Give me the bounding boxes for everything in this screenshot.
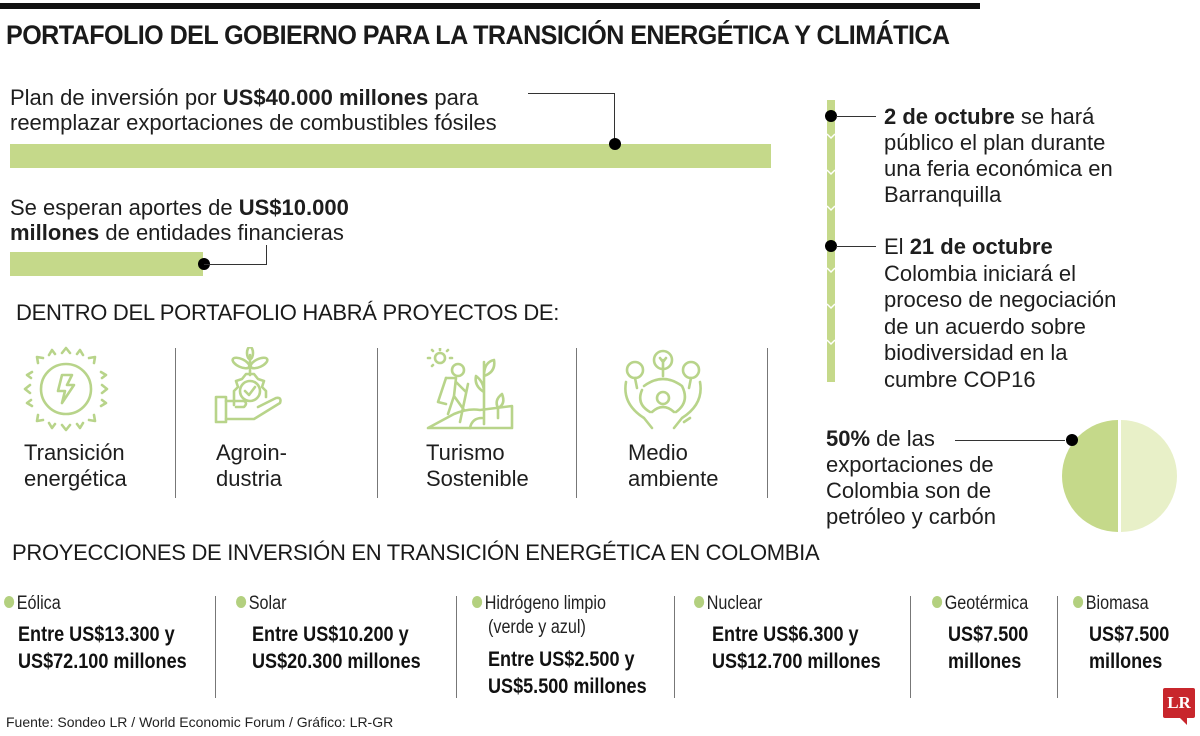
timeline-event-2: El 21 de octubre Colombia iniciará el pr… xyxy=(884,234,1117,392)
divider xyxy=(456,596,457,698)
projections-heading: PROYECCIONES DE INVERSIÓN EN TRANSICIÓN … xyxy=(12,540,820,565)
projects-heading: DENTRO DEL PORTAFOLIO HABRÁ PROYECTOS DE… xyxy=(16,300,560,325)
timeline-dot xyxy=(825,240,837,252)
timeline-dot xyxy=(825,110,837,122)
connector-line xyxy=(204,264,267,265)
project-label-medio-ambiente: Medio ambiente xyxy=(628,440,719,491)
connector-line xyxy=(955,440,1065,441)
hiker-icon xyxy=(426,348,514,430)
projection-biomasa: Biomasa US$7.500 millones xyxy=(1073,592,1182,675)
source-note: Fuente: Sondeo LR / World Economic Forum… xyxy=(6,714,394,730)
projection-hidrogeno: Hidrógeno limpio (verde y azul) Entre US… xyxy=(472,592,672,700)
green-dot-icon xyxy=(1073,596,1084,608)
divider xyxy=(175,348,176,498)
pie-slice-petroleo-carbon xyxy=(1062,420,1118,532)
green-dot-icon xyxy=(236,596,247,608)
connector-line xyxy=(836,246,876,247)
investment-amount: US$40.000 millones xyxy=(222,85,429,110)
hand-plant-gear-icon xyxy=(214,347,282,424)
connector-line xyxy=(266,245,267,265)
marker-dot xyxy=(609,138,621,150)
lr-logo: LR xyxy=(1163,688,1195,725)
timeline-chevrons xyxy=(826,133,836,346)
top-rule xyxy=(0,3,980,9)
connector-line xyxy=(614,93,615,143)
contributions-bar xyxy=(10,252,203,276)
project-label-agroindustria: Agroin- dustria xyxy=(216,440,287,491)
page-title: PORTAFOLIO DEL GOBIERNO PARA LA TRANSICI… xyxy=(6,20,950,50)
connector-line xyxy=(528,93,615,94)
project-label-transicion: Transición energética xyxy=(24,440,127,491)
projection-nuclear: Nuclear Entre US$6.300 y US$12.700 millo… xyxy=(694,592,908,675)
timeline-event-1: 2 de octubre se hará público el plan dur… xyxy=(884,104,1113,207)
divider xyxy=(767,348,768,498)
investment-plan-text: Plan de inversión por US$40.000 millones… xyxy=(10,85,497,135)
divider xyxy=(910,596,911,698)
projection-geotermica: Geotérmica US$7.500 millones xyxy=(932,592,1045,675)
connector-line xyxy=(836,116,876,117)
divider xyxy=(1057,596,1058,698)
green-dot-icon xyxy=(472,596,483,608)
green-dot-icon xyxy=(932,596,943,608)
hands-earth-trees-icon xyxy=(624,349,702,430)
divider xyxy=(674,596,675,698)
divider xyxy=(215,596,216,698)
divider xyxy=(377,348,378,498)
pie-slice-otros xyxy=(1121,420,1177,532)
sun-energy-icon xyxy=(23,346,109,432)
green-dot-icon xyxy=(4,596,15,608)
exports-pie-chart xyxy=(1062,420,1177,532)
project-label-turismo: Turismo Sostenible xyxy=(426,440,529,491)
divider xyxy=(576,348,577,498)
contributions-text: Se esperan aportes de US$10.000 millones… xyxy=(10,195,349,245)
projection-solar: Solar Entre US$10.200 y US$20.300 millon… xyxy=(236,592,448,675)
projection-eolica: Eólica Entre US$13.300 y US$72.100 millo… xyxy=(4,592,214,675)
investment-bar xyxy=(10,144,771,168)
green-dot-icon xyxy=(694,596,705,608)
exports-text: 50% de las exportaciones de Colombia son… xyxy=(826,426,996,529)
